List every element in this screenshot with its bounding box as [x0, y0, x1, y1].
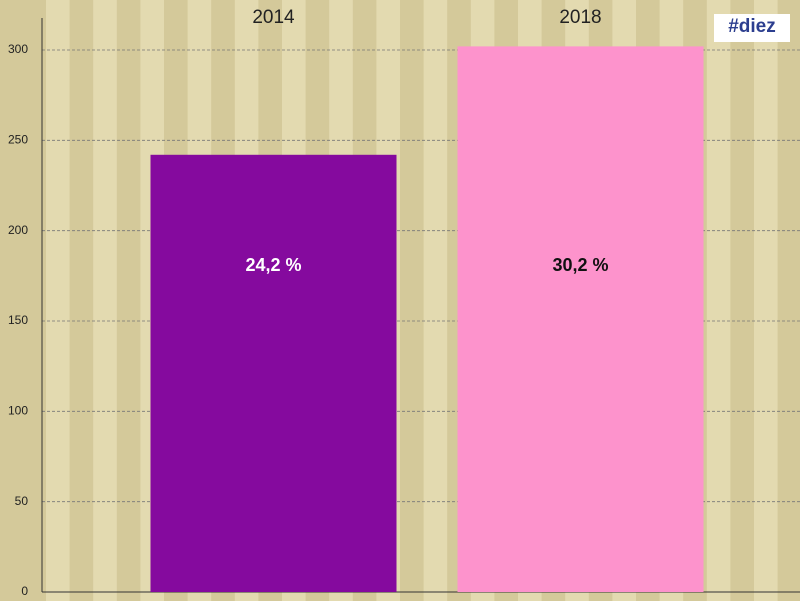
bar [457, 46, 704, 593]
stripe [706, 0, 731, 601]
y-tick-label: 200 [8, 223, 28, 237]
y-tick-label: 50 [15, 494, 29, 508]
stripe [46, 0, 70, 601]
stripe [754, 0, 778, 601]
plot-area: 0 50 100 150 200 250 300 2014 24,2 % 2018 30,2 % [8, 7, 800, 598]
logo-box [714, 14, 790, 42]
y-tick-label: 150 [8, 313, 28, 327]
y-tick-label: 0 [21, 584, 28, 598]
bar [150, 154, 397, 592]
value-label: 30,2 % [552, 255, 608, 275]
stripe [93, 0, 117, 601]
stripe [423, 0, 448, 601]
logo: #diez [714, 14, 790, 42]
x-tick-label: 2014 [252, 7, 295, 28]
x-tick-label: 2018 [559, 7, 601, 28]
y-tick-label: 250 [8, 133, 28, 147]
logo-text: #diez [728, 16, 776, 37]
value-label: 24,2 % [245, 255, 301, 275]
y-tick-label: 300 [8, 42, 28, 56]
y-tick-label: 100 [8, 404, 28, 418]
